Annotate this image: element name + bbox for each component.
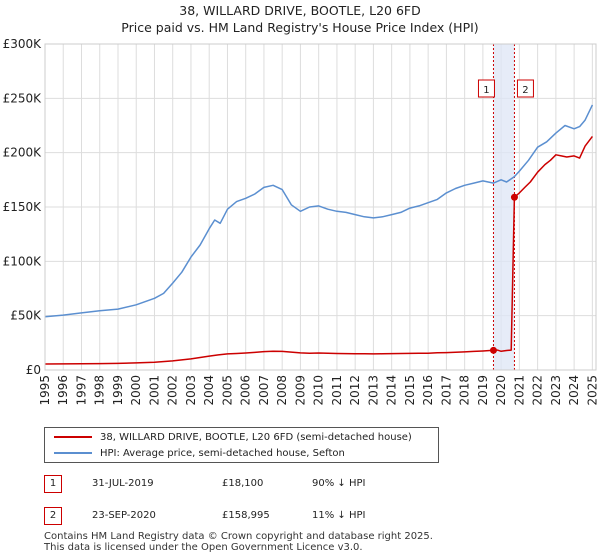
price-chart: 1 2 £0 £50K £100K £150K £200K £250K £300K 1995 1… — [3, 37, 600, 406]
footer-line-1: Contains HM Land Registry data © Crown c… — [44, 531, 433, 542]
x-tick-label: 1997 — [74, 375, 88, 406]
x-tick-label: 1995 — [38, 375, 52, 406]
transaction-badge-2: 2 — [44, 507, 62, 525]
legend-item-hpi: HPI: Average price, semi-detached house,… — [45, 446, 345, 460]
x-tick-label: 2010 — [312, 375, 326, 406]
x-tick-label: 2002 — [166, 375, 180, 406]
x-tick-label: 2009 — [293, 375, 307, 406]
y-tick-label: £250K — [3, 91, 43, 105]
x-tick-label: 2019 — [476, 375, 490, 406]
transaction-row-2: 2 23-SEP-2020 £158,995 11% ↓ HPI — [44, 507, 564, 527]
legend-label-property: 38, WILLARD DRIVE, BOOTLE, L20 6FD (semi… — [100, 431, 412, 443]
x-tick-label: 2025 — [585, 375, 599, 406]
x-tick-label: 2023 — [549, 375, 563, 406]
x-tick-label: 2018 — [458, 375, 472, 406]
x-tick-label: 2013 — [366, 375, 380, 406]
x-tick-label: 2020 — [494, 375, 508, 406]
transaction-hpi-diff: 11% ↓ HPI — [312, 510, 366, 521]
chart-subtitle: Price paid vs. HM Land Registry's House … — [121, 20, 479, 35]
legend-swatch-property — [54, 436, 92, 438]
x-tick-label: 2012 — [348, 375, 362, 406]
y-tick-label: £0 — [26, 363, 41, 377]
price-paid-line — [44, 135, 593, 365]
legend-swatch-hpi — [54, 452, 92, 454]
x-tick-label: 2011 — [330, 375, 344, 406]
attribution-footer: Contains HM Land Registry data © Crown c… — [44, 531, 433, 553]
legend-label-hpi: HPI: Average price, semi-detached house,… — [100, 447, 345, 459]
transaction-row-1: 1 31-JUL-2019 £18,100 90% ↓ HPI — [44, 475, 564, 495]
x-tick-label: 1999 — [111, 375, 125, 406]
sale-label-number: 1 — [483, 85, 489, 96]
chart-legend: 38, WILLARD DRIVE, BOOTLE, L20 6FD (semi… — [44, 427, 439, 463]
x-tick-label: 2008 — [275, 375, 289, 406]
footer-line-2: This data is licensed under the Open Gov… — [44, 542, 363, 553]
x-tick-label: 1996 — [56, 375, 70, 406]
y-tick-label: £100K — [3, 254, 43, 268]
sale-period-shading — [493, 44, 515, 370]
x-tick-label: 2005 — [220, 375, 234, 406]
transaction-badge-1: 1 — [44, 475, 62, 493]
x-tick-label: 2024 — [567, 375, 581, 406]
x-tick-label: 2007 — [257, 375, 271, 406]
hpi-line — [44, 104, 594, 318]
x-tick-label: 2003 — [184, 375, 198, 406]
x-tick-label: 2014 — [385, 375, 399, 406]
x-tick-label: 2000 — [129, 375, 143, 406]
sale-point — [510, 193, 518, 201]
x-tick-label: 2021 — [512, 375, 526, 406]
transaction-date: 23-SEP-2020 — [92, 510, 156, 521]
sale-point — [489, 346, 497, 354]
y-tick-label: £200K — [3, 146, 43, 160]
y-tick-label: £50K — [10, 309, 42, 323]
transaction-date: 31-JUL-2019 — [92, 478, 154, 489]
x-tick-label: 1998 — [93, 375, 107, 406]
plot-border — [44, 43, 597, 371]
y-tick-label: £150K — [3, 200, 43, 214]
x-tick-label: 2017 — [439, 375, 453, 406]
sale-label-box — [477, 79, 495, 98]
transaction-price: £158,995 — [222, 510, 270, 521]
x-tick-label: 2006 — [239, 375, 253, 406]
chart-title: 38, WILLARD DRIVE, BOOTLE, L20 6FD — [179, 3, 421, 18]
transaction-price: £18,100 — [222, 478, 264, 489]
y-tick-label: £300K — [3, 37, 43, 51]
sale-label-box — [516, 79, 534, 98]
x-tick-label: 2015 — [403, 375, 417, 406]
transaction-hpi-diff: 90% ↓ HPI — [312, 478, 366, 489]
x-tick-label: 2004 — [202, 375, 216, 406]
x-tick-label: 2016 — [421, 375, 435, 406]
sale-label-number: 2 — [522, 85, 528, 96]
x-tick-label: 2022 — [531, 375, 545, 406]
x-tick-label: 2001 — [147, 375, 161, 406]
legend-item-property: 38, WILLARD DRIVE, BOOTLE, L20 6FD (semi… — [45, 430, 412, 444]
